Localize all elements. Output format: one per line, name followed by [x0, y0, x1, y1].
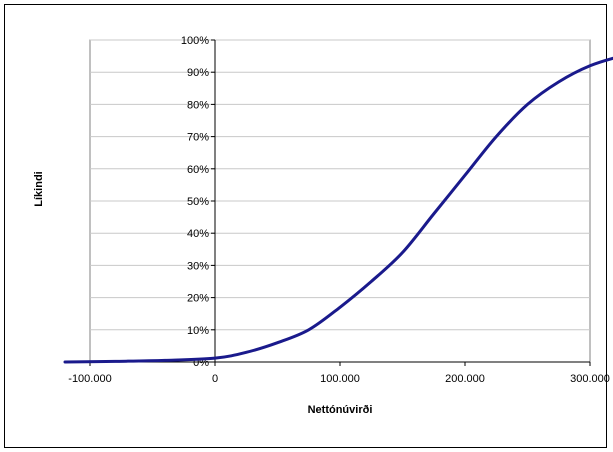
- x-tick-label: 200.000: [445, 373, 485, 385]
- y-tick-label: 50%: [187, 196, 209, 208]
- x-tick-label: 100.000: [320, 373, 360, 385]
- x-axis-title: Nettónúvirði: [308, 404, 373, 416]
- y-tick-label: 40%: [187, 228, 209, 240]
- y-tick-label: 80%: [187, 99, 209, 111]
- x-tick-label: 300.000: [570, 373, 610, 385]
- y-tick-label: 20%: [187, 293, 209, 305]
- y-tick-label: 30%: [187, 260, 209, 272]
- x-tick-label: 0: [212, 373, 218, 385]
- x-axis: -200.000-100.0000100.000200.000300.00040…: [0, 362, 613, 385]
- x-tick-label: -100.000: [68, 373, 111, 385]
- y-tick-label: 100%: [181, 35, 209, 47]
- y-axis-title: Líkindi: [33, 171, 45, 206]
- y-tick-label: 10%: [187, 325, 209, 337]
- y-tick-label: 90%: [187, 67, 209, 79]
- y-tick-label: 60%: [187, 164, 209, 176]
- y-tick-label: 70%: [187, 132, 209, 144]
